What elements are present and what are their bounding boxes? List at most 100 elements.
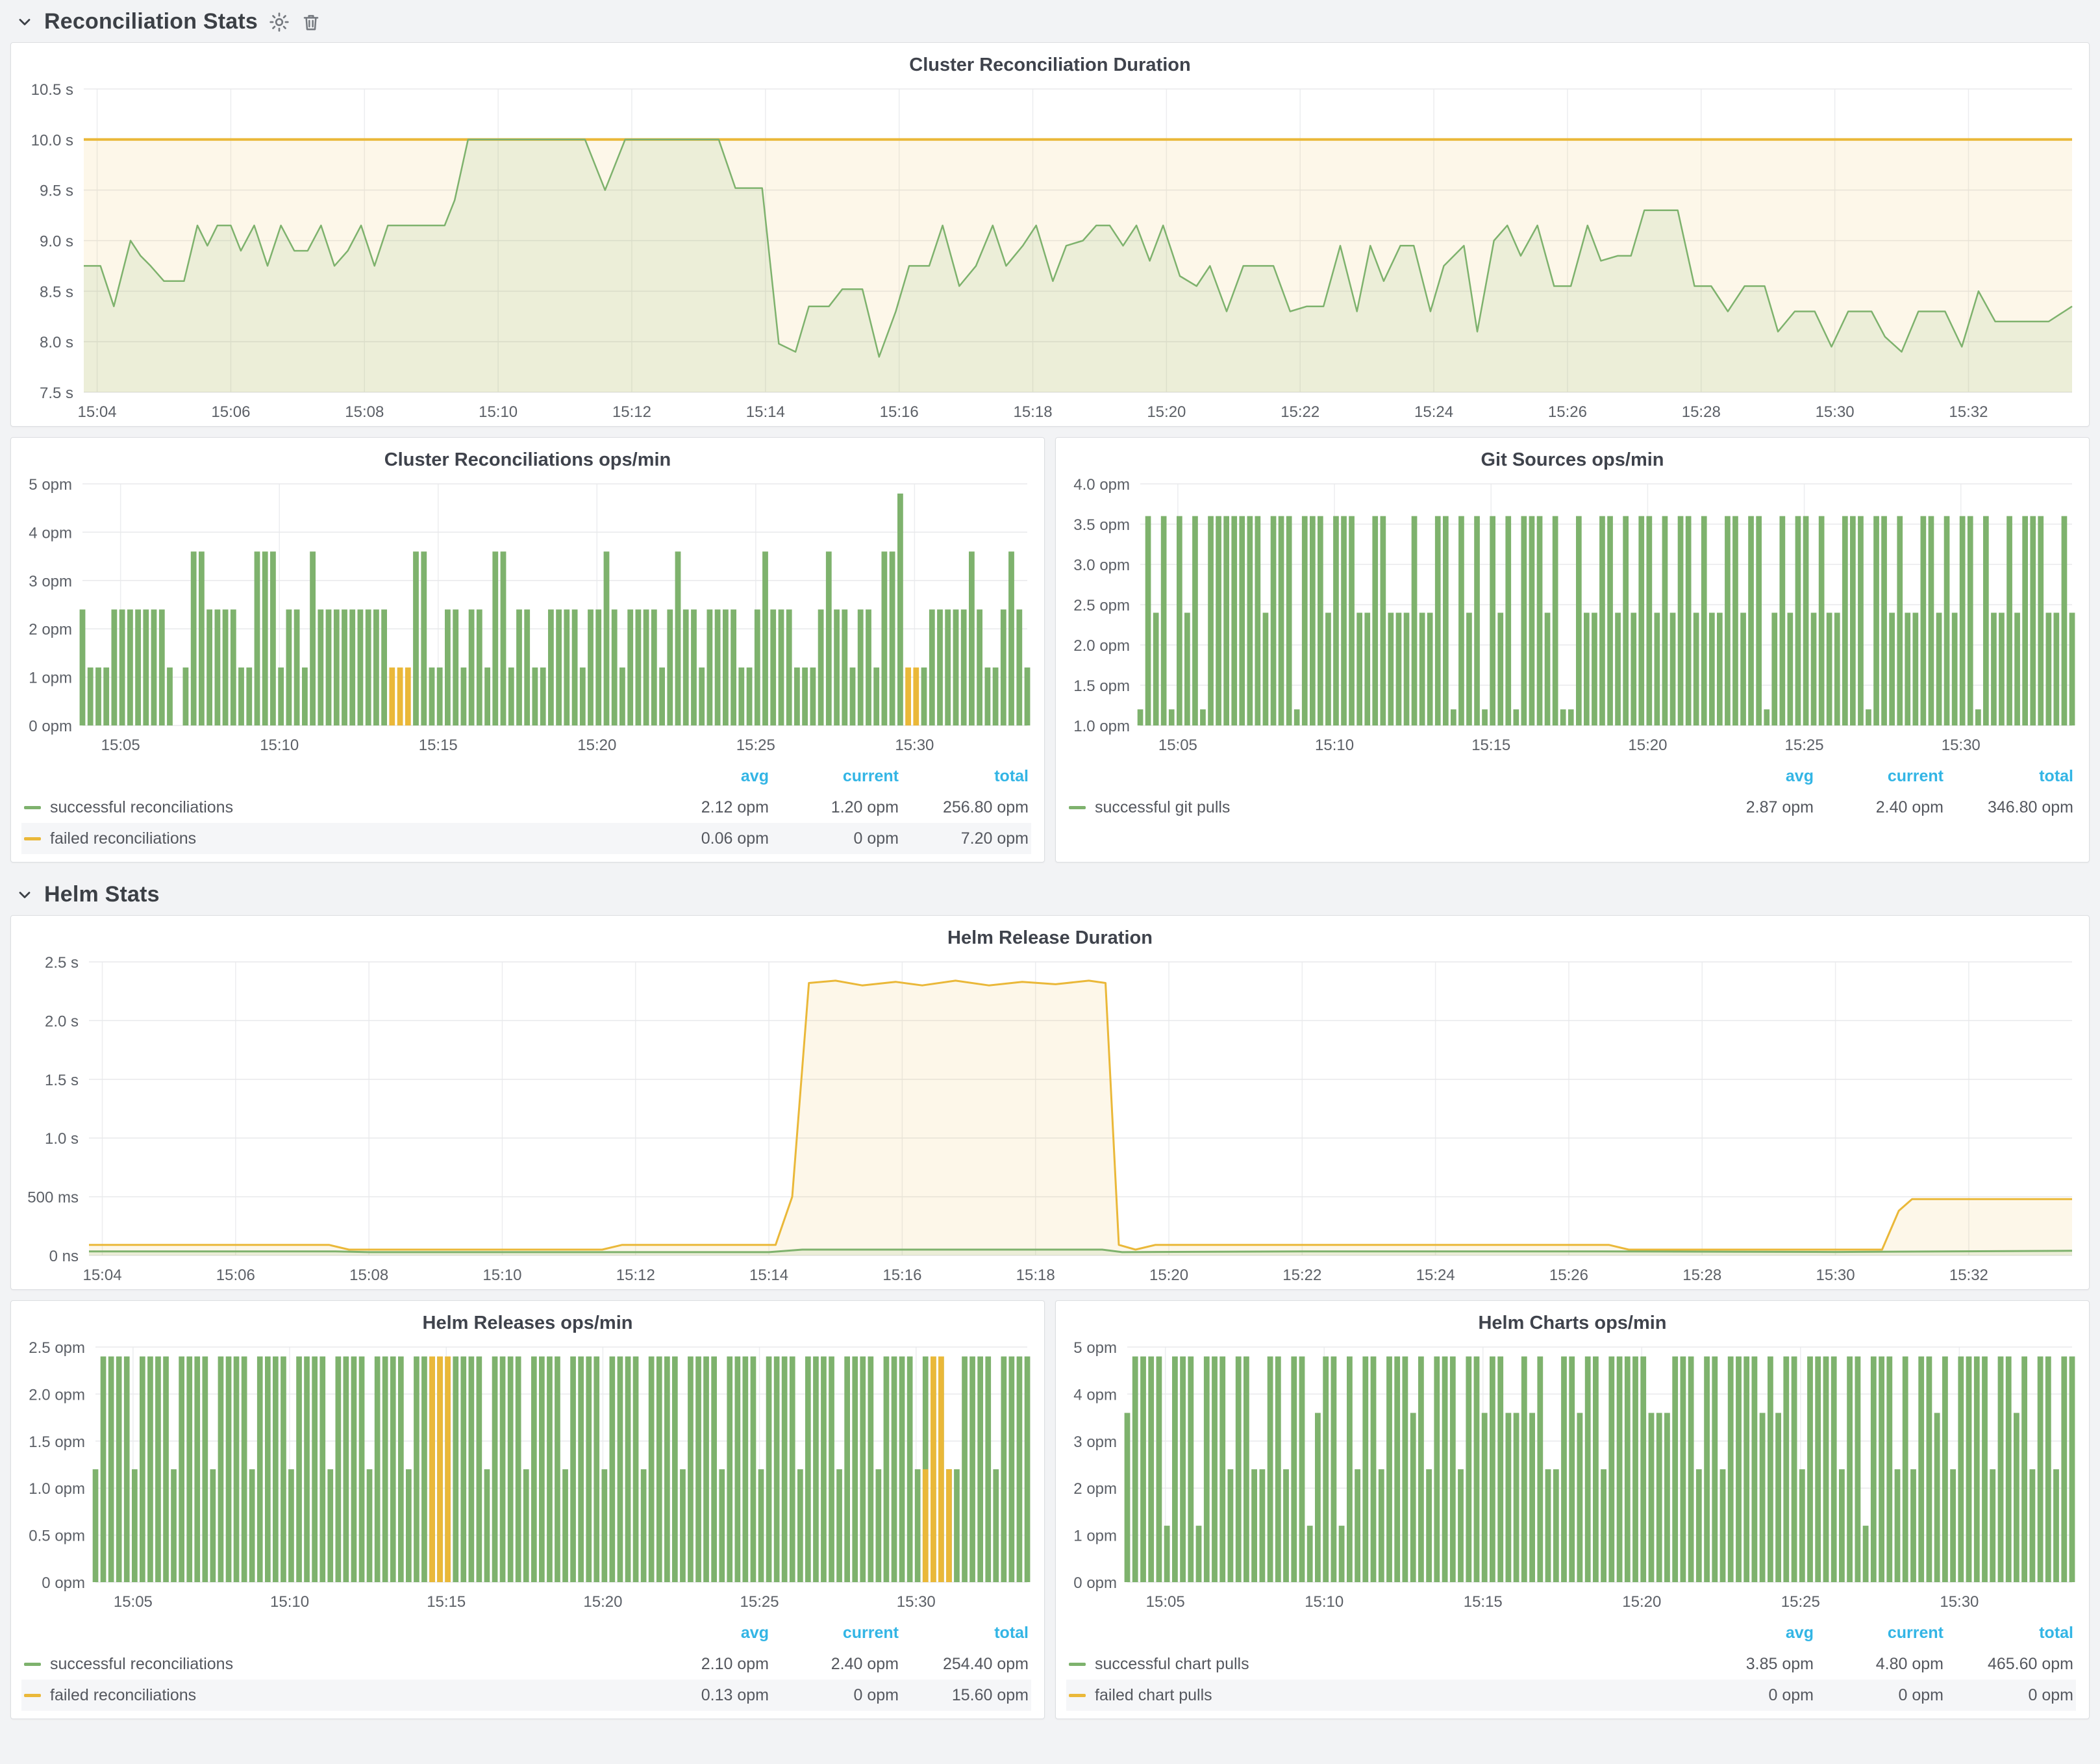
legend-column-avg[interactable]: avg	[1684, 767, 1814, 786]
legend-column-avg[interactable]: avg	[639, 767, 769, 786]
svg-text:1.0 opm: 1.0 opm	[29, 1480, 85, 1498]
svg-text:3.5 opm: 3.5 opm	[1073, 516, 1130, 534]
cluster-reconciliation-duration-chart[interactable]: 15:0415:0615:0815:1015:1215:1415:1615:18…	[11, 79, 2089, 426]
git-sources-legend: avgcurrenttotalsuccessful git pulls2.87 …	[1056, 759, 2089, 831]
panel-title[interactable]: Cluster Reconciliations ops/min	[11, 438, 1044, 473]
panel-title[interactable]: Helm Release Duration	[11, 916, 2089, 951]
legend-column-current[interactable]: current	[1814, 1624, 1944, 1643]
svg-text:15:30: 15:30	[1816, 403, 1855, 421]
svg-text:15:26: 15:26	[1549, 1266, 1588, 1284]
svg-text:5 opm: 5 opm	[29, 476, 72, 494]
svg-text:15:10: 15:10	[1315, 737, 1354, 754]
svg-text:15:20: 15:20	[1149, 1266, 1188, 1284]
series-color-dash	[24, 1663, 41, 1666]
svg-text:15:05: 15:05	[101, 737, 140, 754]
panel-title[interactable]: Helm Charts ops/min	[1056, 1301, 2089, 1337]
series-label[interactable]: successful chart pulls	[1095, 1655, 1249, 1674]
svg-text:1 opm: 1 opm	[29, 670, 72, 687]
svg-text:3 opm: 3 opm	[29, 573, 72, 590]
legend-value: 0 opm	[769, 1686, 899, 1705]
row-duration: Cluster Reconciliation Duration 15:0415:…	[10, 42, 2090, 427]
svg-text:15:04: 15:04	[82, 1266, 121, 1284]
svg-text:15:06: 15:06	[211, 403, 250, 421]
helm-charts-legend: avgcurrenttotalsuccessful chart pulls3.8…	[1056, 1616, 2089, 1719]
svg-text:1.5 opm: 1.5 opm	[1073, 677, 1130, 695]
section-title[interactable]: Reconciliation Stats	[44, 9, 258, 34]
svg-text:0 opm: 0 opm	[29, 718, 72, 735]
cluster-reconciliations-ops-chart[interactable]: 15:0515:1015:1515:2015:2515:300 opm1 opm…	[11, 473, 1044, 759]
svg-text:15:28: 15:28	[1682, 1266, 1721, 1284]
helm-release-duration-chart[interactable]: 15:0415:0615:0815:1015:1215:1415:1615:18…	[11, 951, 2089, 1289]
panel-cluster-reconciliations-ops: Cluster Reconciliations ops/min 15:05 15:…	[10, 437, 1045, 863]
svg-text:0 opm: 0 opm	[1073, 1574, 1117, 1592]
svg-text:15:30: 15:30	[895, 737, 934, 754]
legend-column-avg[interactable]: avg	[639, 1624, 769, 1643]
legend-column-total[interactable]: total	[1944, 1624, 2073, 1643]
legend-value: 0.06 opm	[639, 829, 769, 848]
legend-value: 1.20 opm	[769, 798, 899, 817]
legend-value: 0.13 opm	[639, 1686, 769, 1705]
legend-column-total[interactable]: total	[899, 1624, 1029, 1643]
legend-column-avg[interactable]: avg	[1684, 1624, 1814, 1643]
legend-header: avgcurrenttotal	[1066, 761, 2076, 792]
svg-text:15:22: 15:22	[1282, 1266, 1321, 1284]
svg-text:15:30: 15:30	[1940, 1593, 1979, 1611]
legend-value: 2.12 opm	[639, 798, 769, 817]
svg-text:15:18: 15:18	[1013, 403, 1052, 421]
helm-releases-ops-chart[interactable]: 15:0515:1015:1515:2015:2515:300 opm0.5 o…	[11, 1337, 1044, 1616]
svg-text:2.0 s: 2.0 s	[45, 1013, 79, 1030]
panel-helm-release-duration: Helm Release Duration 15:0415:0615:0815:…	[10, 915, 2090, 1290]
series-label[interactable]: failed reconciliations	[50, 829, 196, 848]
svg-text:1 opm: 1 opm	[1073, 1528, 1117, 1545]
svg-text:9.0 s: 9.0 s	[40, 233, 73, 251]
svg-text:15:18: 15:18	[1016, 1266, 1055, 1284]
gear-icon[interactable]	[268, 11, 290, 33]
legend-header: avgcurrenttotal	[21, 761, 1031, 792]
legend-value: 2.40 opm	[1814, 798, 1944, 817]
svg-text:0.5 opm: 0.5 opm	[29, 1528, 85, 1545]
svg-text:4 opm: 4 opm	[1073, 1386, 1117, 1404]
legend-column-current[interactable]: current	[769, 1624, 899, 1643]
svg-text:15:10: 15:10	[482, 1266, 521, 1284]
svg-text:15:16: 15:16	[882, 1266, 921, 1284]
svg-text:15:22: 15:22	[1281, 403, 1319, 421]
cluster-reconciliations-legend: avgcurrenttotalsuccessful reconciliation…	[11, 759, 1044, 862]
svg-text:15:24: 15:24	[1414, 403, 1453, 421]
section-header-reconciliation-stats: Reconciliation Stats	[0, 0, 2100, 42]
helm-charts-ops-chart[interactable]: 15:0515:1015:1515:2015:2515:300 opm1 opm…	[1056, 1337, 2089, 1616]
legend-header: avgcurrenttotal	[21, 1617, 1031, 1648]
chevron-down-icon[interactable]	[16, 886, 34, 904]
panel-title[interactable]: Git Sources ops/min	[1056, 438, 2089, 473]
legend-value: 2.40 opm	[769, 1655, 899, 1674]
svg-text:15:06: 15:06	[216, 1266, 255, 1284]
trash-icon[interactable]	[301, 12, 321, 32]
series-label[interactable]: failed chart pulls	[1095, 1686, 1212, 1705]
panel-title[interactable]: Helm Releases ops/min	[11, 1301, 1044, 1337]
series-label[interactable]: successful reconciliations	[50, 798, 233, 817]
panel-helm-releases-ops: Helm Releases ops/min 15:0515:1015:1515:…	[10, 1300, 1045, 1719]
svg-text:2 opm: 2 opm	[29, 621, 72, 638]
svg-text:15:28: 15:28	[1682, 403, 1721, 421]
git-sources-ops-chart[interactable]: 15:0515:1015:1515:2015:2515:301.0 opm1.5…	[1056, 473, 2089, 759]
series-label[interactable]: successful reconciliations	[50, 1655, 233, 1674]
legend-column-total[interactable]: total	[899, 767, 1029, 786]
chevron-down-icon[interactable]	[16, 13, 34, 31]
legend-column-current[interactable]: current	[769, 767, 899, 786]
legend-value: 254.40 opm	[899, 1655, 1029, 1674]
svg-text:0 opm: 0 opm	[42, 1574, 85, 1592]
section-title[interactable]: Helm Stats	[44, 882, 160, 907]
legend-column-total[interactable]: total	[1944, 767, 2073, 786]
panel-title[interactable]: Cluster Reconciliation Duration	[11, 43, 2089, 79]
svg-text:15:16: 15:16	[880, 403, 919, 421]
legend-column-current[interactable]: current	[1814, 767, 1944, 786]
series-label[interactable]: successful git pulls	[1095, 798, 1230, 817]
svg-text:15:08: 15:08	[345, 403, 384, 421]
legend-row: successful reconciliations 2.12 opm1.20 o…	[21, 792, 1031, 823]
series-label[interactable]: failed reconciliations	[50, 1686, 196, 1705]
svg-text:15:20: 15:20	[1628, 737, 1667, 754]
svg-text:15:05: 15:05	[1146, 1593, 1185, 1611]
svg-text:15:05: 15:05	[114, 1593, 153, 1611]
svg-text:15:10: 15:10	[479, 403, 518, 421]
svg-text:2.5 opm: 2.5 opm	[29, 1339, 85, 1357]
legend-row: failed chart pulls0 opm0 opm0 opm	[1066, 1680, 2076, 1711]
